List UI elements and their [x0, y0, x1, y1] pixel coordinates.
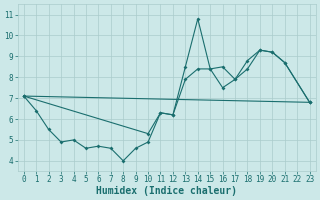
X-axis label: Humidex (Indice chaleur): Humidex (Indice chaleur)	[96, 186, 237, 196]
